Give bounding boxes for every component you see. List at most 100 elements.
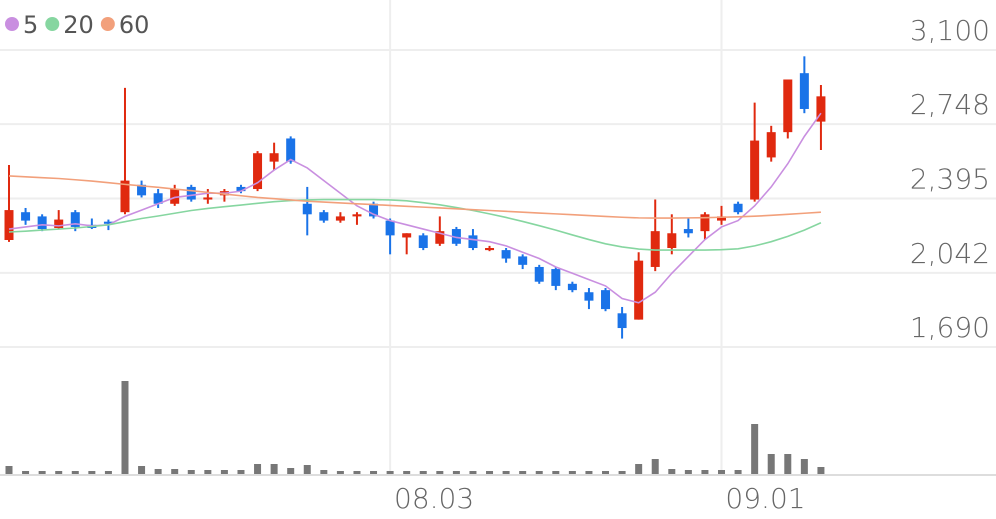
- legend-dot: [100, 17, 115, 31]
- volume-bar: [71, 471, 79, 474]
- candle-body: [335, 216, 345, 221]
- volume-bar: [121, 381, 129, 474]
- volume-bar: [5, 466, 13, 474]
- volume-bar: [88, 471, 96, 474]
- volume-bar: [469, 471, 477, 474]
- volume-bar: [22, 471, 30, 474]
- candle-body: [468, 235, 478, 248]
- x-tick-label: 09.01: [725, 482, 805, 515]
- volume-bar: [303, 465, 311, 474]
- y-tick-label: 1,690: [910, 311, 990, 344]
- candle-body: [170, 189, 180, 204]
- volume-bar: [800, 459, 808, 474]
- volume-bar: [154, 469, 162, 474]
- candle-body: [567, 283, 577, 291]
- volume-bar: [767, 454, 775, 474]
- volume-bar: [436, 471, 444, 474]
- candle-body: [584, 292, 594, 301]
- candle-body: [153, 193, 163, 204]
- volume-bar: [651, 459, 659, 474]
- candle-body: [269, 153, 279, 162]
- volume-bar: [701, 470, 709, 474]
- candle-body: [750, 140, 760, 200]
- candle-body: [253, 153, 263, 190]
- volume-bar: [353, 471, 361, 474]
- candle-body: [103, 221, 113, 224]
- volume-bar: [751, 424, 759, 474]
- legend-label: 5: [23, 11, 38, 39]
- legend-dot: [5, 17, 19, 31]
- y-tick-label: 3,100: [910, 14, 990, 47]
- candle-body: [435, 231, 445, 244]
- volume-bar: [237, 470, 245, 474]
- candle-body: [733, 203, 743, 213]
- candle-body: [667, 233, 677, 248]
- candle-body: [186, 186, 196, 200]
- candle-body: [766, 132, 776, 158]
- volume-bar: [552, 471, 560, 474]
- candle-body: [650, 231, 660, 267]
- legend-dot: [45, 17, 60, 31]
- volume-bar: [370, 471, 378, 474]
- volume-bar: [817, 467, 825, 474]
- candle-body: [551, 269, 561, 286]
- candle-body: [236, 186, 246, 192]
- candle-body: [21, 212, 31, 221]
- volume-bar: [104, 471, 112, 474]
- candle-body: [369, 203, 379, 217]
- candle-body: [634, 260, 644, 320]
- volume-bar: [784, 454, 792, 474]
- candle-body: [302, 203, 312, 215]
- candle-body: [617, 313, 627, 329]
- candle-body: [286, 138, 296, 162]
- volume-bar: [519, 471, 527, 474]
- candle-body: [683, 229, 693, 234]
- y-tick-label: 2,748: [910, 88, 990, 121]
- volume-bar: [403, 471, 411, 474]
- candle-body: [37, 216, 47, 230]
- volume-bar: [187, 470, 195, 474]
- candle-body: [700, 214, 710, 232]
- volume-bar: [419, 471, 427, 474]
- volume-bar: [320, 470, 328, 474]
- volume-bar: [386, 471, 394, 474]
- candle-body: [418, 235, 428, 248]
- volume-bar: [668, 469, 676, 474]
- candle-body: [4, 210, 14, 240]
- volume-bar: [270, 464, 278, 474]
- volume-bar: [635, 464, 643, 474]
- candle-body: [137, 184, 147, 196]
- volume-bar: [684, 470, 692, 474]
- x-tick-label: 08.03: [394, 482, 474, 515]
- volume-bar: [618, 471, 626, 474]
- volume-bar: [204, 470, 212, 474]
- ma-line: [8, 198, 822, 251]
- candle-body: [601, 290, 611, 310]
- candle-body: [319, 212, 329, 221]
- legend-label: 60: [119, 11, 150, 39]
- volume-bar: [452, 471, 460, 474]
- volume-bar: [502, 471, 510, 474]
- candle-body: [501, 250, 511, 259]
- candle-body: [385, 220, 395, 236]
- ma-line: [8, 112, 822, 304]
- candle-body: [120, 180, 130, 213]
- legend-label: 20: [63, 11, 94, 39]
- volume-bar: [220, 470, 228, 474]
- candle-body: [799, 73, 809, 109]
- candle-body: [534, 266, 544, 282]
- candle-body: [783, 79, 793, 133]
- volume-bar: [568, 471, 576, 474]
- volume-bar: [486, 471, 494, 474]
- candle-body: [451, 229, 461, 244]
- candle-body: [717, 216, 727, 221]
- volume-bar: [602, 471, 610, 474]
- y-tick-label: 2,395: [910, 163, 990, 196]
- volume-bar: [138, 466, 146, 474]
- volume-bar: [254, 464, 262, 474]
- volume-bar: [336, 471, 344, 474]
- volume-bar: [38, 471, 46, 474]
- candle-body: [70, 212, 80, 227]
- volume-bar: [287, 468, 295, 474]
- y-tick-label: 2,042: [910, 237, 990, 270]
